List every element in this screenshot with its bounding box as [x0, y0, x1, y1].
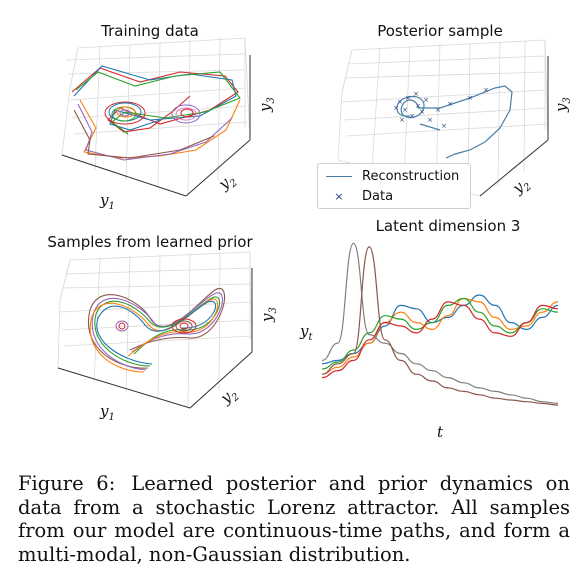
- latent-series-line-4: [321, 301, 559, 379]
- svg-text:×: ×: [409, 112, 415, 120]
- legend-line-swatch: [326, 175, 352, 177]
- training-cluster-left: [104, 101, 146, 125]
- caption-text: Learned posterior and prior dynamics on …: [18, 472, 570, 566]
- prior-cluster-right: [171, 318, 197, 334]
- svg-text:×: ×: [423, 96, 429, 104]
- axis-label-y3: y3: [258, 307, 279, 323]
- svg-text:×: ×: [393, 104, 399, 112]
- axis-label-y1: y1: [99, 402, 115, 423]
- panel-title: Posterior sample: [377, 22, 503, 40]
- svg-text:×: ×: [447, 100, 453, 108]
- legend-label-data: Data: [362, 188, 394, 204]
- legend-label-reconstruction: Reconstruction: [362, 168, 460, 184]
- axis-label-y3: y3: [256, 97, 277, 113]
- panel-title: Latent dimension 3: [375, 217, 521, 235]
- training-trajectories: [71, 65, 241, 161]
- latent-series-line-6: [321, 246, 559, 406]
- svg-text:×: ×: [415, 102, 421, 110]
- svg-text:×: ×: [435, 106, 441, 114]
- svg-text:×: ×: [419, 108, 425, 116]
- figure-caption: Figure 6: Learned posterior and prior dyn…: [18, 472, 570, 566]
- svg-text:×: ×: [467, 94, 473, 102]
- svg-text:×: ×: [427, 116, 433, 124]
- panel-title: Training data: [101, 22, 199, 40]
- latent-series-line-3: [321, 297, 559, 370]
- x-axis-label: t: [437, 423, 444, 441]
- svg-text:×: ×: [405, 94, 411, 102]
- svg-text:×: ×: [399, 116, 405, 124]
- latent-series-group: [321, 242, 559, 406]
- axis-label-y3: y3: [552, 97, 573, 113]
- panel-title: Samples from learned prior: [47, 233, 253, 251]
- posterior-legend: Reconstruction × Data: [317, 163, 471, 209]
- svg-text:×: ×: [397, 98, 403, 106]
- svg-text:×: ×: [483, 86, 489, 94]
- legend-entry-data: × Data: [326, 187, 393, 205]
- caption-label: Figure 6:: [18, 472, 116, 495]
- svg-text:×: ×: [413, 90, 419, 98]
- legend-marker-x-icon: ×: [334, 189, 344, 203]
- svg-text:×: ×: [402, 106, 408, 114]
- axis-label-y1: y1: [99, 191, 115, 212]
- posterior-reconstruction-line: [396, 85, 513, 159]
- prior-cluster-left: [115, 320, 129, 332]
- y-axis-label: yt: [299, 322, 313, 343]
- legend-entry-reconstruction: Reconstruction: [326, 167, 459, 185]
- posterior-data-markers: ×××× ×××× ×××× ××××: [393, 86, 489, 130]
- svg-text:×: ×: [441, 122, 447, 130]
- latent-series-line-5: [321, 242, 559, 404]
- training-cluster-right: [171, 104, 201, 124]
- latent-series-line-1: [321, 294, 559, 365]
